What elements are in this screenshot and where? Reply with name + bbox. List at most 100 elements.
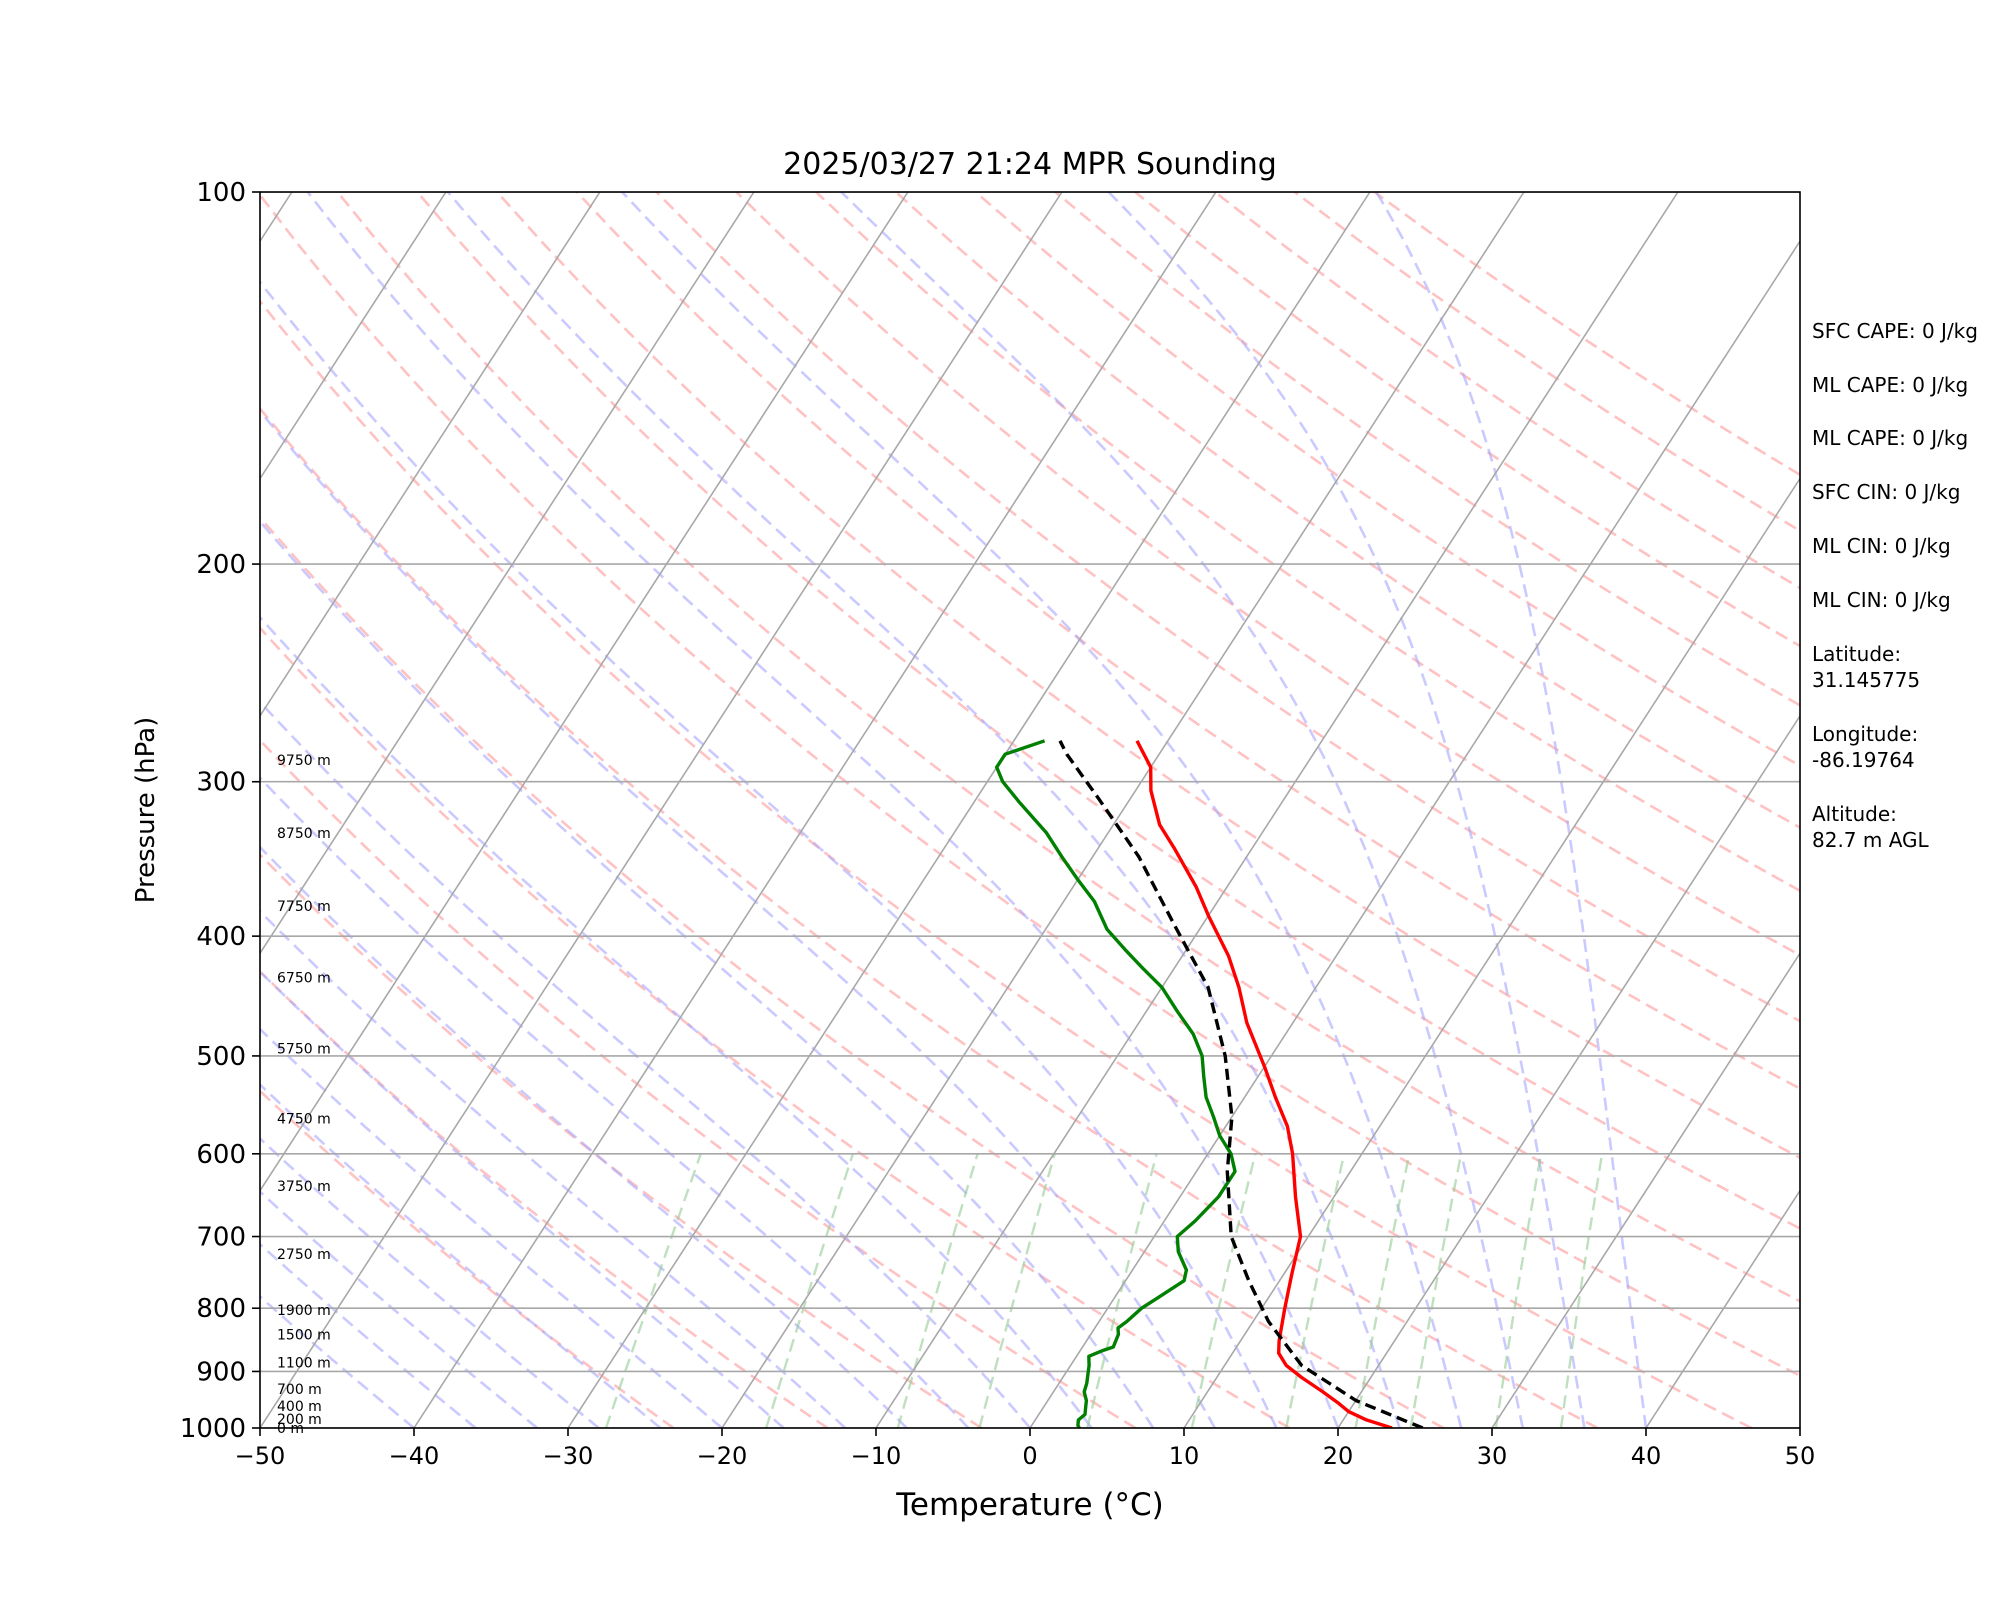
x-tick-label: 20 [1323, 1442, 1354, 1470]
dry-adiabat [416, 192, 1800, 1230]
y-tick-label: 1000 [180, 1414, 246, 1444]
isotherm-line [260, 192, 1063, 1428]
dry-adiabat [260, 852, 983, 1428]
isotherm-line [1645, 1189, 1800, 1428]
x-tick-label: −20 [697, 1442, 748, 1470]
isotherm-line [0, 192, 138, 1428]
y-tick-label: 500 [196, 1042, 246, 1072]
dry-adiabat [1054, 192, 1800, 707]
info-ml-cin-2: ML CIN: 0 J/kg [1812, 588, 1951, 612]
series-lines [995, 739, 1424, 1428]
height-label: 4750 m [277, 1112, 331, 1128]
x-tick-label: −50 [235, 1442, 286, 1470]
isotherm-line [567, 192, 1371, 1428]
x-tick-label: 10 [1169, 1442, 1200, 1470]
y-axis-label: Pressure (hPa) [131, 717, 161, 904]
isotherm-line [260, 192, 447, 481]
info-ml-cape-2: ML CAPE: 0 J/kg [1812, 426, 1969, 450]
moist-adiabat [260, 519, 1155, 1428]
y-tick-label: 200 [196, 550, 246, 580]
height-label: 7750 m [277, 899, 331, 915]
y-tick-label: 400 [196, 922, 246, 952]
y-tick-label: 600 [196, 1140, 246, 1170]
x-tick-label: 0 [1022, 1442, 1037, 1470]
height-label: 400 m [277, 1399, 322, 1415]
temperature-line [1135, 740, 1393, 1428]
x-tick-label: −30 [543, 1442, 594, 1470]
y-ticks: 100 200 300 400 500 600 700 800 900 1000 [180, 178, 260, 1444]
grid-lines [0, 192, 1800, 1428]
info-latitude: Latitude: 31.145775 [1812, 642, 1921, 692]
moist-adiabat [260, 909, 847, 1428]
moist-adiabat [260, 776, 970, 1428]
y-tick-label: 900 [196, 1357, 246, 1387]
info-sfc-cape: SFC CAPE: 0 J/kg [1812, 319, 1978, 343]
dry-adiabat [575, 192, 1800, 1091]
x-tick-label: 30 [1477, 1442, 1508, 1470]
y-tick-label: 300 [196, 768, 246, 798]
height-label: 1100 m [277, 1355, 331, 1371]
info-ml-cin: ML CIN: 0 J/kg [1812, 534, 1951, 558]
dry-adiabat [894, 192, 1800, 830]
height-label: 2750 m [277, 1247, 331, 1263]
isotherm-line [260, 192, 755, 955]
dry-adiabat [260, 515, 1445, 1428]
x-axis-label: Temperature (°C) [895, 1487, 1164, 1523]
height-label: 3750 m [277, 1179, 331, 1195]
x-tick-label: 50 [1785, 1442, 1816, 1470]
isotherm-line [1491, 951, 1800, 1428]
dry-adiabat [260, 299, 1753, 1428]
moist-adiabat [260, 1189, 539, 1428]
height-label: 0 m [277, 1421, 304, 1437]
moist-adiabat [260, 615, 1093, 1428]
mixing-ratio-line [1354, 1153, 1411, 1428]
moist-adiabat [446, 192, 1401, 1428]
isotherm-line [1183, 477, 1800, 1428]
info-longitude: Longitude: -86.19764 [1812, 722, 1919, 772]
x-tick-label: −10 [851, 1442, 902, 1470]
moist-adiabat [260, 1136, 600, 1428]
mixing-ratio-line [1086, 1153, 1158, 1428]
height-label: 1500 m [277, 1327, 331, 1343]
y-tick-label: 100 [196, 178, 246, 208]
isotherm-line [1029, 239, 1800, 1428]
moist-adiabat [260, 1027, 723, 1428]
info-ml-cape: ML CAPE: 0 J/kg [1812, 373, 1969, 397]
x-ticks: −50 −40 −30 −20 −10 0 10 20 30 40 50 [235, 1428, 1816, 1470]
dewpoint-line [995, 739, 1237, 1428]
moist-adiabat [621, 192, 1463, 1428]
isotherm-line [413, 192, 1217, 1428]
parcel-path-line [1058, 740, 1424, 1428]
dry-adiabat [260, 969, 829, 1428]
height-label: 1900 m [277, 1303, 331, 1319]
y-tick-label: 700 [196, 1223, 246, 1253]
isotherm-line [1337, 714, 1800, 1428]
background-lines [260, 192, 1800, 1428]
height-label: 8750 m [277, 826, 331, 842]
moist-adiabat [1375, 192, 1648, 1428]
moist-adiabat [260, 409, 1216, 1428]
info-altitude: Altitude: 82.7 m AGL [1812, 802, 1929, 852]
moist-adiabat [840, 192, 1525, 1428]
dry-adiabat [260, 626, 1291, 1428]
height-label: 5750 m [277, 1041, 331, 1057]
height-label: 6750 m [277, 970, 331, 986]
dry-adiabat [260, 1089, 675, 1428]
y-tick-label: 800 [196, 1294, 246, 1324]
dry-adiabat [655, 192, 1800, 1023]
dry-adiabat [496, 192, 1800, 1160]
moist-adiabat [260, 969, 785, 1428]
isotherm-line [260, 192, 909, 1193]
isotherm-line [721, 192, 1525, 1428]
dry-adiabat [815, 192, 1800, 893]
x-tick-label: −40 [389, 1442, 440, 1470]
height-label: 9750 m [277, 753, 331, 769]
chart-title: 2025/03/27 21:24 MPR Sounding [783, 147, 1277, 182]
dry-adiabat [336, 192, 1800, 1303]
moist-adiabat [1107, 192, 1586, 1428]
moist-adiabat [260, 279, 1278, 1428]
x-tick-label: 40 [1631, 1442, 1662, 1470]
moist-adiabat [260, 700, 1032, 1428]
